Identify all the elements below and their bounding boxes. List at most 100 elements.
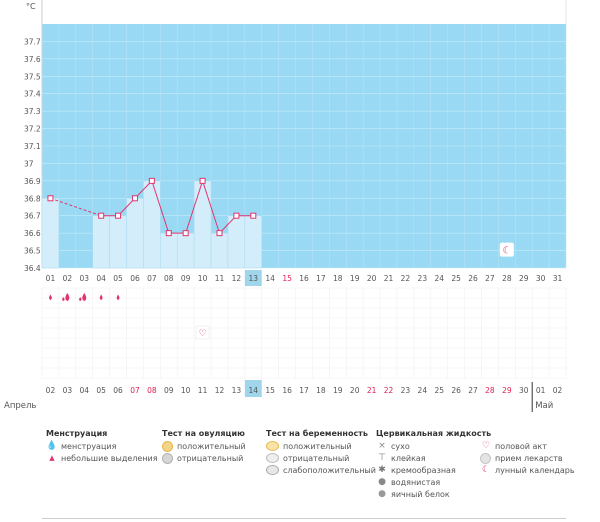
date-label: 03 (63, 386, 73, 395)
day-label: 05 (113, 274, 123, 283)
legend-pregnancy-positive: положительный (266, 441, 352, 451)
temperature-point (233, 212, 240, 219)
legend-ovulation-negative-label: отрицательный (177, 454, 244, 463)
spotting-drop-icon (116, 294, 120, 301)
legend-pregnancy-positive-label: положительный (283, 441, 352, 451)
pregnancy-positive-icon (266, 441, 279, 451)
t-icon: ⊤ (378, 453, 386, 463)
legend-pregnancy-negative-label: отрицательный (283, 453, 350, 463)
temperature-point (115, 212, 122, 219)
date-label: 26 (451, 386, 461, 395)
y-tick-label: 37.5 (24, 72, 41, 81)
day-label: 25 (451, 274, 461, 283)
day-label: 30 (536, 274, 546, 283)
moon-marker-bg (499, 242, 514, 257)
temperature-bar (92, 215, 110, 269)
temperature-bar (227, 215, 246, 269)
legend-menstruation-item: 💧 менструация (46, 441, 116, 451)
legend-menstruation-title: Менструация (46, 429, 108, 438)
today-highlight (244, 380, 262, 397)
y-tick-label: 36.6 (24, 229, 41, 238)
temperature-point (131, 195, 138, 202)
legend-cervical-watery: ● водянистая (376, 477, 440, 487)
water-drop-icon: ● (378, 477, 386, 487)
temperature-bar (143, 180, 161, 269)
legend-pregnancy-negative: отрицательный (266, 453, 349, 463)
current-day-highlight (244, 270, 262, 286)
y-tick-label: 36.4 (24, 264, 41, 273)
temperature-point (182, 230, 189, 237)
y-tick-label: 37.7 (24, 37, 41, 46)
date-label: 07 (130, 386, 140, 395)
temperature-bar (109, 215, 127, 269)
date-label: 02 (46, 386, 56, 395)
day-label: 17 (316, 274, 326, 283)
date-label: 23 (401, 386, 411, 395)
pregnancy-negative-icon (266, 453, 279, 463)
date-label: 13 (232, 386, 242, 395)
legend-cervical-eggwhite-label: яичный белок (391, 489, 450, 499)
legend-cervical-creamy: ✱ кремообразная (376, 465, 456, 475)
date-label: 04 (79, 386, 89, 395)
temperature-line (185, 180, 204, 234)
heart-icon: ♡ (481, 441, 491, 451)
pill-icon (480, 453, 491, 464)
temperature-bar (41, 198, 60, 269)
legend-intercourse-label: половой акт (495, 441, 547, 451)
legend-cervical-sticky-label: клейкая (391, 453, 426, 463)
legend-pregnancy-title: Тест на беременность (266, 429, 368, 438)
date-label: 09 (164, 386, 174, 395)
menstruation-drop-icon (65, 293, 70, 301)
temperature-point (250, 212, 257, 219)
legend-cervical-dry-label: сухо (391, 441, 410, 451)
legend-spotting-item: ▲ небольшие выделения (46, 453, 157, 463)
day-label: 23 (418, 274, 428, 283)
date-label: 20 (350, 386, 360, 395)
small-drop-icon: ▲ (49, 454, 55, 462)
legend-menstruation-label: менструация (61, 441, 117, 451)
legend-ovulation-negative: отрицательный (162, 453, 243, 464)
legend-cervical-creamy-label: кремообразная (391, 465, 456, 475)
day-label: 27 (485, 274, 495, 283)
temperature-point (216, 230, 223, 237)
temperature-bar (160, 232, 178, 269)
temperature-line (151, 180, 170, 234)
day-label: 08 (164, 274, 174, 283)
y-tick-label: 36.8 (24, 194, 41, 203)
temperature-bar (176, 232, 195, 269)
date-label: 29 (502, 386, 512, 395)
date-label: 25 (434, 386, 444, 395)
drop-icon: 💧 (46, 441, 58, 451)
day-label: 09 (181, 274, 191, 283)
day-label: 14 (265, 274, 275, 283)
menstruation-drop-icon (82, 293, 87, 301)
day-label: 24 (434, 274, 444, 283)
legend-moon: ☾ лунный календарь (480, 465, 575, 475)
date-label: 10 (181, 386, 191, 395)
date-label: 19 (333, 386, 343, 395)
day-label: 11 (215, 274, 225, 283)
moon-icon: ☾ (502, 246, 511, 257)
swirl-icon: ✱ (378, 465, 386, 475)
temperature-bar (126, 198, 144, 269)
legend-ovulation-title: Тест на овуляцию (162, 429, 245, 438)
date-label: 01 (536, 386, 546, 395)
day-label: 04 (96, 274, 106, 283)
bbt-chart: °C 37.7 37.6 37.5 37.4 37.3 37.2 37.1 37 36.9 36.8… (4, 0, 567, 412)
moon-icon: ☾ (481, 465, 491, 475)
day-label: 21 (384, 274, 394, 283)
day-label: 19 (350, 274, 360, 283)
day-label: 03 (79, 274, 89, 283)
date-label: 28 (485, 386, 495, 395)
temperature-point (148, 177, 155, 184)
legend-cervical-title: Цервикальная жидкость (376, 429, 492, 438)
day-label: 26 (468, 274, 478, 283)
legend-cervical-eggwhite: ● яичный белок (376, 489, 450, 499)
temperature-bar (210, 232, 229, 269)
spotting-drop-icon (49, 294, 52, 301)
day-label: 29 (519, 274, 529, 283)
legend-medication: прием лекарств (480, 453, 563, 464)
date-label: 11 (198, 386, 208, 395)
date-label: 14 (249, 386, 259, 395)
y-tick-label: 37 (24, 159, 34, 168)
